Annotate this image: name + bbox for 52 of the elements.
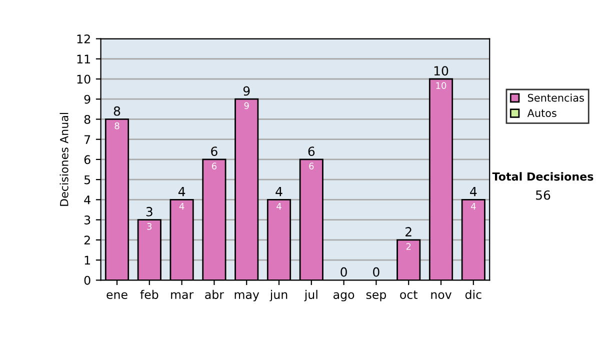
y-tick-label: 11: [77, 54, 90, 64]
y-tick-label: 5: [84, 175, 90, 184]
total-label: 9: [243, 86, 250, 96]
legend-label: Sentencias: [528, 94, 584, 102]
data-label: 4: [470, 202, 476, 210]
data-label: 6: [309, 162, 314, 170]
y-tick-label: 2: [84, 236, 90, 244]
total-label: 0: [373, 267, 380, 277]
text: Total Decisiones: [492, 172, 594, 181]
y-tick-label: 7: [84, 135, 90, 144]
x-tick-label: mar: [171, 292, 194, 300]
x-tick-label: jul: [304, 290, 318, 302]
total-label: 4: [470, 186, 477, 196]
total-label: 0: [340, 267, 347, 277]
y-tick-label: 3: [84, 216, 90, 224]
data-label: 4: [276, 202, 282, 210]
x-tick-label: sep: [366, 292, 386, 302]
y-tick-label: 6: [84, 155, 90, 164]
x-tick-label: ene: [106, 292, 128, 300]
total-label: 6: [308, 146, 315, 156]
text: 56: [536, 190, 550, 200]
data-label: 2: [406, 243, 411, 250]
x-tick-label: ago: [334, 292, 354, 302]
total-label: 8: [114, 106, 120, 116]
x-tick-label: nov: [431, 292, 452, 300]
total-label: 4: [178, 186, 186, 196]
data-label: 8: [114, 122, 120, 130]
x-tick-label: jun: [270, 290, 288, 302]
x-tick-label: dic: [465, 290, 482, 300]
total-label: 3: [146, 206, 152, 216]
data-label: 10: [436, 82, 446, 89]
y-tick-label: 10: [77, 74, 90, 84]
x-tick-label: oct: [400, 290, 418, 300]
x-tick-label: may: [234, 292, 260, 302]
total-label: 6: [211, 146, 218, 156]
data-label: 9: [244, 102, 249, 110]
x-tick-label: abr: [205, 290, 224, 300]
data-label: 6: [212, 162, 217, 170]
y-tick-label: 12: [77, 34, 90, 44]
y-axis-title: Decisiones Anual: [60, 112, 68, 206]
total-label: 10: [434, 66, 448, 76]
legend-label: Autos: [527, 109, 556, 118]
x-tick-label: feb: [140, 290, 158, 300]
y-tick-label: 1: [84, 256, 90, 265]
y-tick-label: 0: [84, 276, 90, 285]
y-tick-label: 9: [84, 94, 90, 104]
y-tick-label: 4: [84, 196, 90, 204]
data-label: 3: [147, 222, 152, 230]
data-label: 4: [179, 202, 184, 210]
total-label: 4: [276, 186, 282, 196]
y-tick-label: 8: [84, 114, 90, 124]
total-label: 2: [406, 227, 412, 236]
